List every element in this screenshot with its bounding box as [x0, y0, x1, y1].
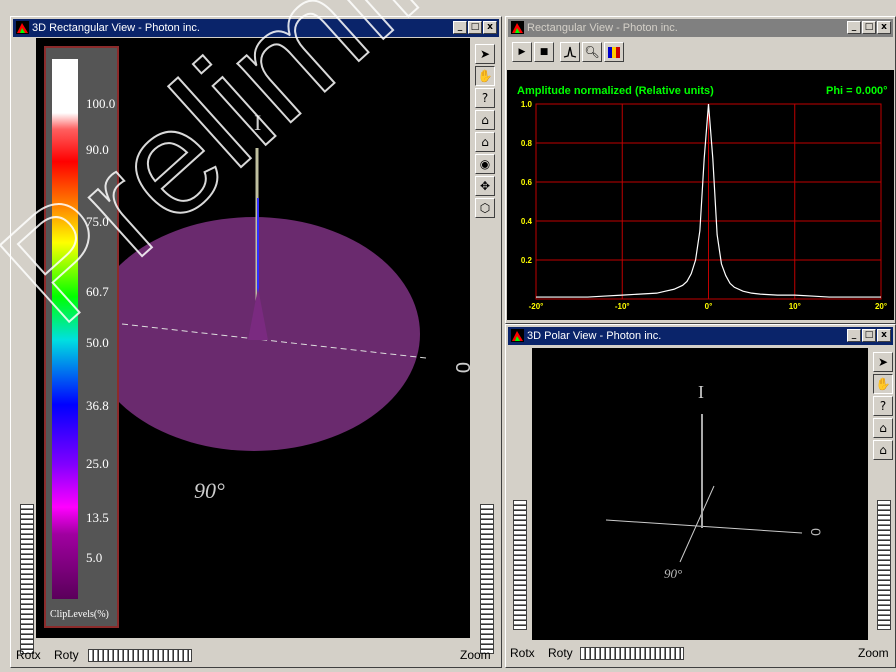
home-icon[interactable]: ⌂	[475, 110, 495, 130]
polar3d-titlebar[interactable]: 3D Polar View - Photon inc. _ □ x	[508, 327, 893, 345]
amplitude-series-line	[536, 103, 881, 298]
polar-axis-x	[605, 519, 803, 534]
rect3d-rotx-label: Rotx	[16, 648, 41, 662]
home-icon[interactable]: ⌂	[873, 418, 893, 438]
help-icon[interactable]: ?	[873, 396, 893, 416]
rect3d-zoom-label: Zoom	[460, 648, 491, 662]
y-tick-label: 0.6	[521, 178, 533, 187]
pointer-icon[interactable]: ➤	[475, 44, 495, 64]
axis-line	[121, 323, 427, 359]
hand-icon[interactable]: ✋	[475, 66, 495, 86]
profile-icon[interactable]	[560, 42, 580, 62]
close-button[interactable]: x	[877, 21, 891, 34]
rect3d-title: 3D Rectangular View - Photon inc.	[32, 22, 200, 34]
x-tick-label: -20°	[529, 302, 544, 311]
colorbar-level: 5.0	[86, 550, 103, 565]
y-tick-label: 0.4	[521, 217, 533, 226]
colorbar-panel: 100.0 90.0 75.0 60.7 50.0 36.8 25.0 13.5…	[44, 46, 119, 628]
x-tick-label: -10°	[615, 302, 630, 311]
colorbar-level: 13.5	[86, 510, 109, 525]
rect3d-zoom-wheel[interactable]	[480, 504, 494, 654]
rect-toolbar: ▶ ■ 🔍︎	[512, 42, 624, 62]
minimize-button[interactable]: _	[847, 21, 861, 34]
rect3d-angle-label: 90°	[194, 478, 225, 503]
rect-title: Rectangular View - Photon inc.	[527, 22, 678, 34]
minimize-button[interactable]: _	[847, 329, 861, 342]
polar-axis-y	[679, 485, 715, 563]
photon-app-icon	[511, 21, 524, 34]
set-home-icon[interactable]: ⌂	[873, 440, 893, 460]
cube-icon[interactable]: ⬡	[475, 198, 495, 218]
rect3d-roty-wheel[interactable]	[88, 649, 192, 662]
rect3d-side-label: 0	[451, 361, 474, 374]
maximize-button[interactable]: □	[862, 21, 876, 34]
amplitude-chart: -20° -10° 0° 10° 20° 1.0 0.8 0.6 0.4 0.2	[521, 100, 887, 311]
rect3d-titlebar[interactable]: 3D Rectangular View - Photon inc. _ □ x	[13, 19, 499, 37]
axis-i-label: I	[254, 110, 261, 135]
chart-title: Amplitude normalized (Relative units)	[517, 85, 714, 97]
polar-angle-label: 90°	[664, 566, 683, 581]
polar-rotx-label: Rotx	[510, 646, 535, 660]
eye-icon[interactable]: ◉	[475, 154, 495, 174]
photon-app-icon	[511, 329, 524, 342]
y-tick-label: 0.8	[521, 139, 533, 148]
polar-zoom-label: Zoom	[858, 646, 889, 660]
y-tick-label: 0.2	[521, 256, 533, 265]
colorbar-level: 25.0	[86, 456, 109, 471]
play-icon[interactable]: ▶	[512, 42, 532, 62]
pointer-icon[interactable]: ➤	[873, 352, 893, 372]
rect3d-scene: I	[88, 110, 427, 451]
peak-base	[248, 288, 268, 340]
polar3d-title: 3D Polar View - Photon inc.	[527, 330, 662, 342]
palette-icon[interactable]	[604, 42, 624, 62]
help-icon[interactable]: ?	[475, 88, 495, 108]
maximize-button[interactable]: □	[468, 21, 482, 34]
colorbar-level: 75.0	[86, 214, 109, 229]
x-tick-label: 10°	[789, 302, 801, 311]
colorbar-level: 60.7	[86, 284, 109, 299]
rect3d-rotx-wheel[interactable]	[20, 504, 34, 654]
colorbar-title: ClipLevels(%)	[50, 609, 109, 620]
colorbar-level: 36.8	[86, 398, 109, 413]
minimize-button[interactable]: _	[453, 21, 467, 34]
rect3d-toolbar: ➤ ✋ ? ⌂ ⌂ ◉ ✥ ⬡	[475, 44, 495, 218]
colorbar-level: 90.0	[86, 142, 109, 157]
rect-chart-panel	[507, 70, 894, 320]
maximize-button[interactable]: □	[862, 329, 876, 342]
polar-zoom-wheel[interactable]	[877, 500, 891, 630]
polar-roty-wheel[interactable]	[580, 647, 684, 660]
polar-side-label: 0	[807, 528, 824, 536]
rect3d-roty-label: Roty	[54, 648, 79, 662]
zoom-icon[interactable]: 🔍︎	[582, 42, 602, 62]
polar3d-canvas[interactable]: I 90° 0	[532, 348, 868, 640]
close-button[interactable]: x	[483, 21, 497, 34]
colorbar-level: 100.0	[86, 96, 116, 111]
stop-icon[interactable]: ■	[534, 42, 554, 62]
polar3d-toolbar: ➤ ✋ ? ⌂ ⌂	[873, 352, 893, 460]
polar-roty-label: Roty	[548, 646, 573, 660]
polar-rotx-wheel[interactable]	[513, 500, 527, 630]
x-tick-label: 20°	[875, 302, 887, 311]
close-button[interactable]: x	[877, 329, 891, 342]
rect-titlebar[interactable]: Rectangular View - Photon inc. _ □ x	[508, 19, 893, 37]
colorbar-level: 50.0	[86, 335, 109, 350]
y-tick-label: 1.0	[521, 100, 533, 109]
polar3d-scene: I	[605, 382, 803, 563]
hand-icon[interactable]: ✋	[873, 374, 893, 394]
polar-axis-i-label: I	[698, 382, 704, 402]
set-home-icon[interactable]: ⌂	[475, 132, 495, 152]
center-icon[interactable]: ✥	[475, 176, 495, 196]
chart-annotation: Phi = 0.000°	[826, 85, 888, 97]
photon-app-icon	[16, 21, 29, 34]
colorbar-gradient	[52, 59, 78, 599]
x-tick-label: 0°	[705, 302, 713, 311]
